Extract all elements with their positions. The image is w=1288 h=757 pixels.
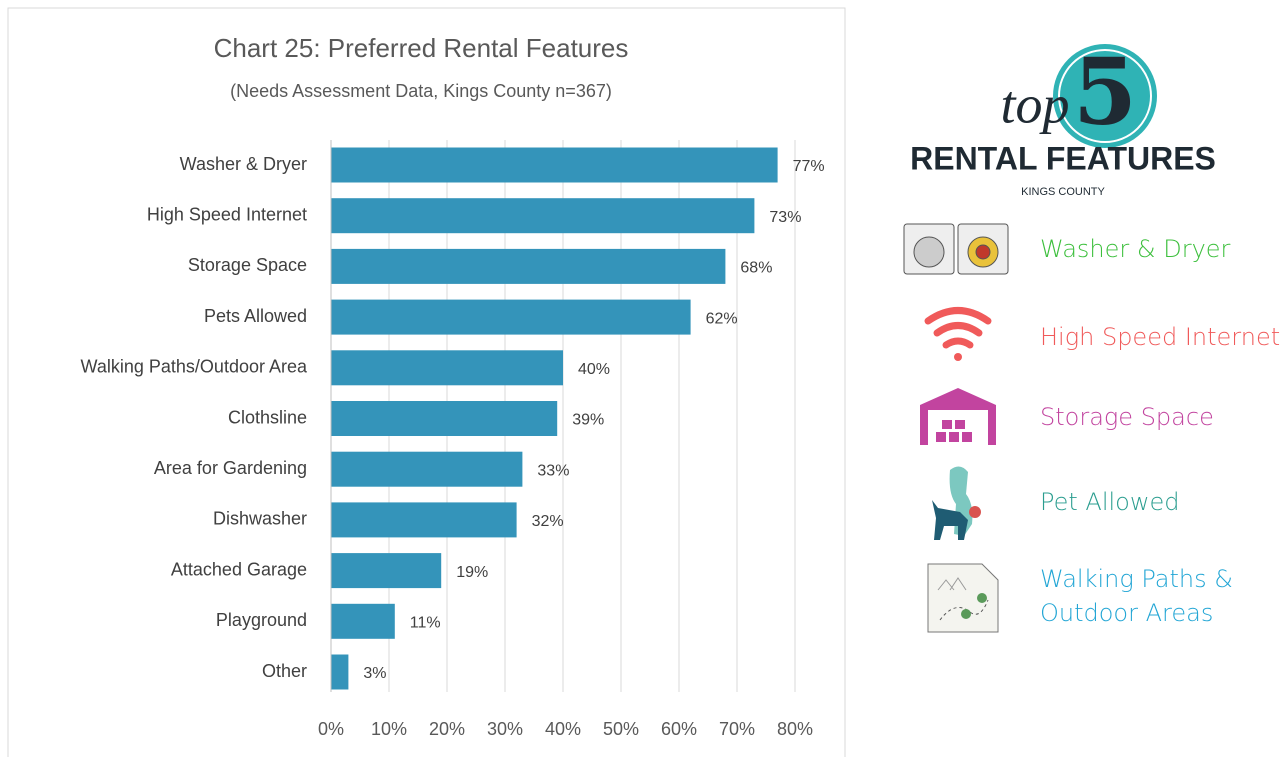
infographic: 5 top RENTAL FEATURES KINGS COUNTY xyxy=(903,38,1216,633)
bar xyxy=(331,198,755,234)
chart-subtitle: (Needs Assessment Data, Kings County n=3… xyxy=(230,81,612,101)
badge-top: top xyxy=(1000,74,1069,134)
feature-label: Washer & Dryer xyxy=(1040,235,1231,263)
chart-title: Chart 25: Preferred Rental Features xyxy=(214,33,629,63)
bar xyxy=(331,350,563,386)
map-icon xyxy=(927,563,999,633)
value-label: 32% xyxy=(532,513,564,530)
value-label: 3% xyxy=(363,665,386,682)
feature-label: High Speed Internet xyxy=(1040,323,1280,351)
x-tick-label: 80% xyxy=(777,719,813,739)
washer-icon xyxy=(903,223,1009,275)
y-tick-label: Washer & Dryer xyxy=(180,154,307,174)
feature-label: Storage Space xyxy=(1040,403,1214,431)
value-label: 39% xyxy=(572,412,604,429)
value-label: 73% xyxy=(769,209,801,226)
value-label: 68% xyxy=(740,260,772,277)
y-tick-label: Area for Gardening xyxy=(154,458,307,478)
bar xyxy=(331,401,558,436)
y-tick-label: Other xyxy=(262,661,307,681)
badge-ring xyxy=(1058,49,1152,143)
bar xyxy=(331,299,691,335)
y-tick-label: Attached Garage xyxy=(171,559,307,579)
y-tick-label: Dishwasher xyxy=(213,509,307,529)
x-tick-label: 10% xyxy=(371,719,407,739)
value-label: 77% xyxy=(793,158,825,175)
bar xyxy=(331,451,523,487)
badge-number: 5 xyxy=(1073,38,1137,146)
y-tick-label: Walking Paths/Outdoor Area xyxy=(81,357,308,377)
value-label: 40% xyxy=(578,361,610,378)
bar xyxy=(331,603,395,639)
y-tick-label: High Speed Internet xyxy=(147,204,307,224)
pet-icon xyxy=(932,466,981,540)
heading: RENTAL FEATURES xyxy=(910,140,1216,176)
x-tick-label: 20% xyxy=(429,719,465,739)
x-tick-label: 60% xyxy=(661,719,697,739)
y-tick-label: Playground xyxy=(216,610,307,630)
feature-label: Outdoor Areas xyxy=(1040,599,1213,627)
x-tick-label: 40% xyxy=(545,719,581,739)
storage-icon xyxy=(920,388,996,445)
bar xyxy=(331,553,442,589)
bar xyxy=(331,248,726,284)
bar xyxy=(331,654,349,690)
bar xyxy=(331,502,517,538)
value-label: 62% xyxy=(706,310,738,327)
bar xyxy=(331,147,778,183)
value-label: 33% xyxy=(537,462,569,479)
y-tick-label: Storage Space xyxy=(188,255,307,275)
y-tick-label: Clothsline xyxy=(228,407,307,427)
subheading: KINGS COUNTY xyxy=(1021,186,1105,198)
badge-circle xyxy=(1053,44,1157,148)
wifi-icon xyxy=(924,307,992,361)
feature-label: Pet Allowed xyxy=(1040,488,1180,516)
value-label: 19% xyxy=(456,564,488,581)
x-tick-label: 0% xyxy=(318,719,344,739)
feature-label: Walking Paths & xyxy=(1040,565,1233,593)
x-tick-label: 30% xyxy=(487,719,523,739)
x-tick-label: 50% xyxy=(603,719,639,739)
value-label: 11% xyxy=(410,615,441,632)
y-tick-label: Pets Allowed xyxy=(204,306,307,326)
x-tick-label: 70% xyxy=(719,719,755,739)
